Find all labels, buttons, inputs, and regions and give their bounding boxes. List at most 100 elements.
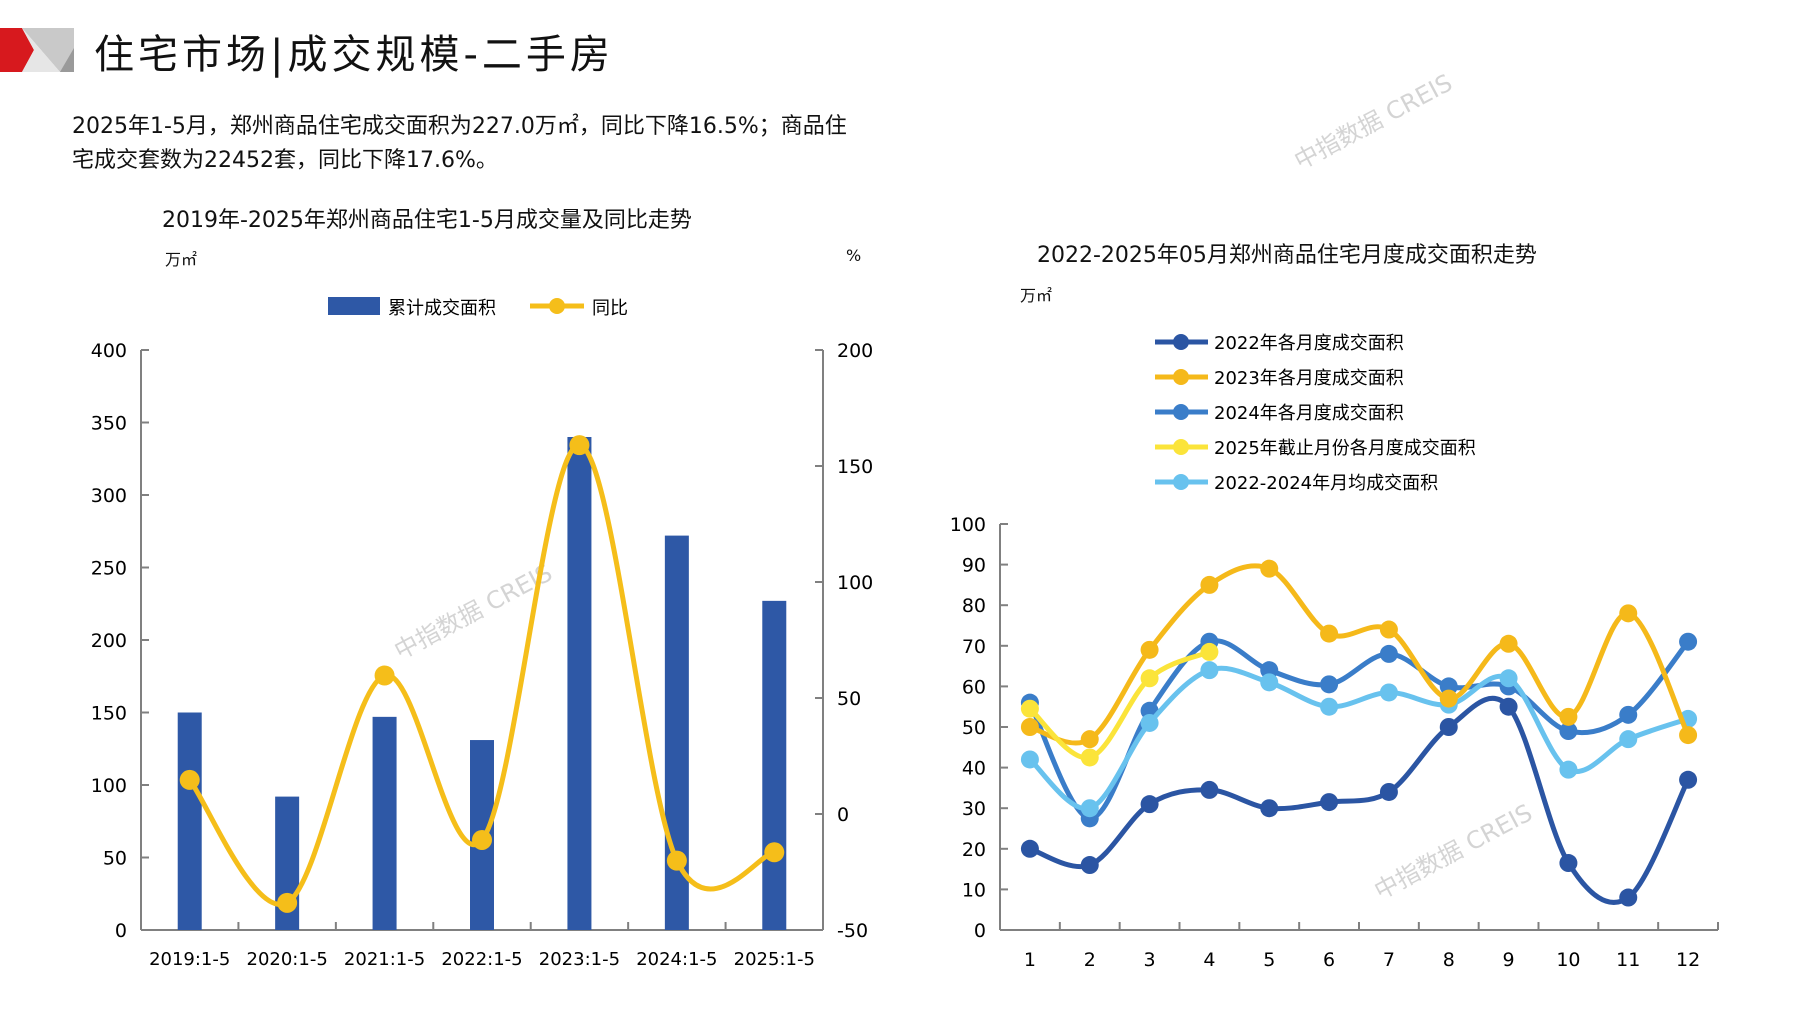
x-tick-label: 2022:1-5 xyxy=(441,949,522,970)
y2-tick-label: 200 xyxy=(837,340,873,362)
chart1-title: 2019年-2025年郑州商品住宅1-5月成交量及同比走势 xyxy=(162,208,692,233)
point-c2022-7 xyxy=(1379,782,1398,801)
point-c2023-10 xyxy=(1559,707,1578,726)
y2-tick-label: 0 xyxy=(837,804,849,826)
legend-label-c2023: 2023年各月度成交面积 xyxy=(1214,368,1404,389)
x-tick-label: 6 xyxy=(1323,949,1335,971)
x-tick-label: 2019:1-5 xyxy=(149,949,230,970)
x-tick-label: 3 xyxy=(1144,949,1156,971)
legend-line-marker xyxy=(549,298,565,314)
y-tick-label: 0 xyxy=(974,920,986,942)
point-c2023-3 xyxy=(1140,640,1159,659)
x-tick-label: 2 xyxy=(1084,949,1096,971)
line-c2022 xyxy=(1029,695,1691,905)
yoy-point-2021:1-5 xyxy=(374,665,395,686)
y-tick-label: 60 xyxy=(962,676,986,698)
y-tick-label: 30 xyxy=(962,798,986,820)
point-c2024-6 xyxy=(1320,675,1339,694)
y-tick-label: 20 xyxy=(962,839,986,861)
legend-bar-label: 累计成交面积 xyxy=(388,298,496,319)
y2-tick-label: 100 xyxy=(837,572,873,594)
y2-tick-label: 50 xyxy=(837,688,861,710)
point-c2024-12 xyxy=(1679,632,1698,651)
y-tick-label: 300 xyxy=(91,485,127,507)
x-tick-label: 2025:1-5 xyxy=(734,949,815,970)
point-c2025-2 xyxy=(1080,748,1099,767)
point-c2023-9 xyxy=(1499,634,1518,653)
y-tick-label: 40 xyxy=(962,758,986,780)
point-c2023-6 xyxy=(1320,624,1339,643)
legend-label-cavg: 2022-2024年月均成交面积 xyxy=(1214,473,1438,494)
point-c2022-5 xyxy=(1260,799,1279,818)
y-tick-label: 400 xyxy=(91,340,127,362)
point-c2022-9 xyxy=(1499,697,1518,716)
point-c2024-10 xyxy=(1559,722,1578,741)
y2-tick-label: -50 xyxy=(837,920,868,942)
page-title: 住宅市场|成交规模-二手房 xyxy=(94,32,614,78)
yoy-point-2024:1-5 xyxy=(666,850,687,871)
chart2-unit: 万㎡ xyxy=(1020,286,1053,305)
x-tick-label: 8 xyxy=(1443,949,1455,971)
x-tick-label: 10 xyxy=(1556,949,1580,971)
point-c2023-12 xyxy=(1679,726,1698,745)
point-c2023-7 xyxy=(1379,620,1398,639)
point-c2022-3 xyxy=(1140,795,1159,814)
x-tick-label: 4 xyxy=(1203,949,1215,971)
point-c2023-4 xyxy=(1200,575,1219,594)
y-tick-label: 250 xyxy=(91,558,127,580)
yoy-point-2019:1-5 xyxy=(179,769,200,790)
point-c2023-11 xyxy=(1619,604,1638,623)
point-c2023-2 xyxy=(1080,730,1099,749)
line-c2025 xyxy=(1028,649,1211,761)
point-c2022-1 xyxy=(1020,839,1039,858)
point-cavg-1 xyxy=(1020,750,1039,769)
line-c2023 xyxy=(1029,563,1691,746)
point-c2022-12 xyxy=(1679,770,1698,789)
y-tick-label: 100 xyxy=(91,775,127,797)
point-c2025-4 xyxy=(1200,642,1219,661)
x-tick-label: 1 xyxy=(1024,949,1036,971)
point-c2024-7 xyxy=(1379,644,1398,663)
x-tick-label: 2020:1-5 xyxy=(247,949,328,970)
legend-label-c2024: 2024年各月度成交面积 xyxy=(1214,403,1404,424)
x-tick-label: 7 xyxy=(1383,949,1395,971)
legend-marker-c2023 xyxy=(1173,369,1189,385)
bar-2021:1-5 xyxy=(372,716,397,930)
x-tick-label: 2024:1-5 xyxy=(636,949,717,970)
legend-line-label: 同比 xyxy=(592,298,628,319)
point-c2023-8 xyxy=(1439,689,1458,708)
point-c2022-11 xyxy=(1619,888,1638,907)
y-tick-label: 200 xyxy=(91,630,127,652)
point-c2022-4 xyxy=(1200,780,1219,799)
x-tick-label: 2023:1-5 xyxy=(539,949,620,970)
x-tick-label: 12 xyxy=(1676,949,1700,971)
point-cavg-3 xyxy=(1140,713,1159,732)
yoy-line xyxy=(187,442,776,908)
legend-marker-c2022 xyxy=(1173,334,1189,350)
yoy-point-2020:1-5 xyxy=(277,892,298,913)
point-cavg-9 xyxy=(1499,669,1518,688)
chart2-title: 2022-2025年05月郑州商品住宅月度成交面积走势 xyxy=(1037,243,1537,268)
yoy-point-2023:1-5 xyxy=(569,435,590,456)
y-tick-label: 0 xyxy=(115,920,127,942)
point-cavg-11 xyxy=(1619,730,1638,749)
point-cavg-4 xyxy=(1200,661,1219,680)
y-tick-label: 10 xyxy=(962,879,986,901)
x-tick-label: 2021:1-5 xyxy=(344,949,425,970)
point-cavg-6 xyxy=(1320,697,1339,716)
y-tick-label: 70 xyxy=(962,636,986,658)
x-tick-label: 5 xyxy=(1263,949,1275,971)
legend-marker-cavg xyxy=(1173,474,1189,490)
brand-logo-icon xyxy=(0,28,74,72)
y-tick-label: 350 xyxy=(91,413,127,435)
watermark-text: 中指数据 CREIS xyxy=(1370,799,1537,906)
legend-label-c2025: 2025年截止月份各月度成交面积 xyxy=(1214,438,1476,459)
y-tick-label: 50 xyxy=(103,848,127,870)
y-tick-label: 80 xyxy=(962,595,986,617)
point-c2025-1 xyxy=(1020,699,1039,718)
bar-2019:1-5 xyxy=(177,712,202,930)
y-tick-label: 90 xyxy=(962,555,986,577)
yoy-point-2022:1-5 xyxy=(472,829,492,850)
summary-text: 2025年1-5月，郑州商品住宅成交面积为227.0万㎡，同比下降16.5%；商… xyxy=(72,114,847,173)
